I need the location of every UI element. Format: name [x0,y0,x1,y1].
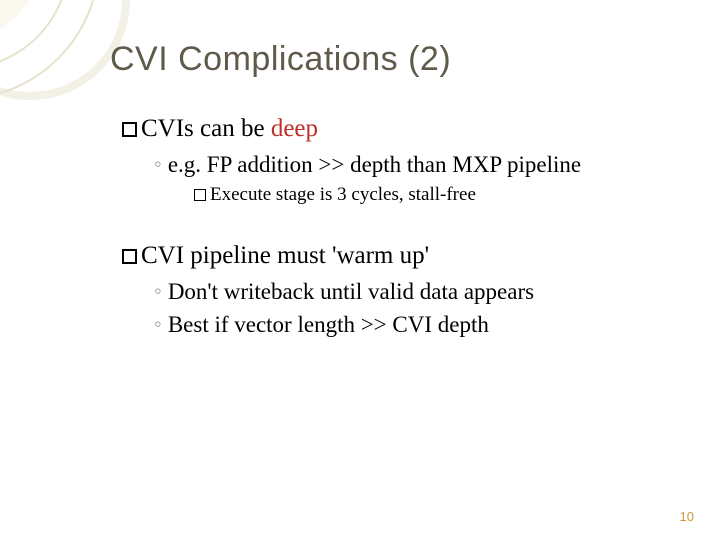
page-number: 10 [680,509,694,524]
subsub1-text: Execute stage is 3 cycles, stall-free [210,184,476,205]
ring-bullet-icon: ◦ [154,278,162,303]
square-bullet-icon [122,122,137,137]
bullet2-text: CVI pipeline must 'warm up' [141,242,429,269]
square-bullet-icon [194,189,206,201]
bullet-level2: ◦Best if vector length >> CVI depth [154,311,660,338]
sub2b-text: Best if vector length >> CVI depth [168,312,489,337]
slide-body: CVI Complications (2) CVIs can be deep ◦… [0,0,720,540]
sub1-text: e.g. FP addition >> depth than MXP pipel… [168,152,581,177]
ring-bullet-icon: ◦ [154,311,162,336]
bullet-level3: Execute stage is 3 cycles, stall-free [194,184,660,206]
slide-title: CVI Complications (2) [110,40,660,79]
ring-bullet-icon: ◦ [154,151,162,176]
bullet-level1: CVIs can be deep [122,115,660,143]
bullet-level2: ◦e.g. FP addition >> depth than MXP pipe… [154,151,660,178]
sub2a-text: Don't writeback until valid data appears [168,279,534,304]
bullet1-text-prefix: CVIs can be [141,115,271,142]
square-bullet-icon [122,249,137,264]
bullet1-text-emph: deep [271,115,318,142]
bullet-level2: ◦Don't writeback until valid data appear… [154,278,660,305]
bullet-level1: CVI pipeline must 'warm up' [122,242,660,270]
